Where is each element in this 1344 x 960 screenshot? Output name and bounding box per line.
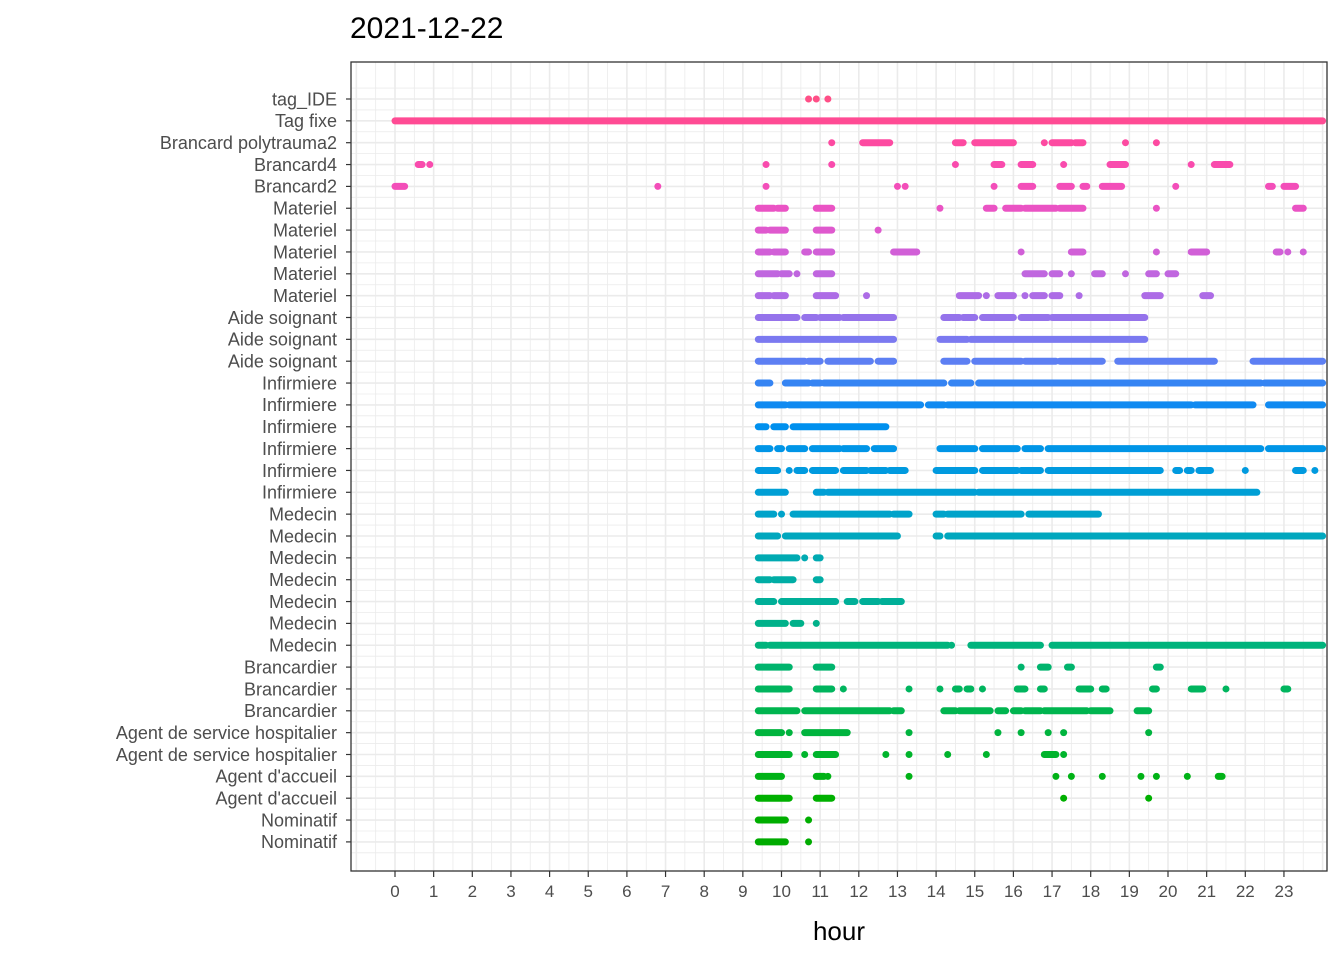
x-tick-label: 3 — [506, 882, 515, 901]
data-layer — [391, 95, 1327, 846]
x-tick-label: 10 — [772, 882, 791, 901]
y-tick-label: Brancardier — [244, 679, 337, 699]
x-axis-title: hour — [813, 916, 865, 946]
y-tick-label: Materiel — [273, 286, 337, 306]
y-tick-label: Brancard4 — [254, 155, 337, 175]
y-tick-label: Aide soignant — [228, 330, 337, 350]
y-tick-label: Medecin — [269, 614, 337, 634]
x-tick-label: 14 — [927, 882, 946, 901]
y-tick-label: Materiel — [273, 199, 337, 219]
x-tick-label: 8 — [699, 882, 708, 901]
y-tick-label: Medecin — [269, 592, 337, 612]
x-tick-label: 15 — [965, 882, 984, 901]
grid — [351, 62, 1327, 871]
y-tick-label: Infirmiere — [262, 373, 337, 393]
y-tick-label: Aide soignant — [228, 308, 337, 328]
y-tick-label: Medecin — [269, 548, 337, 568]
x-tick-label: 5 — [584, 882, 593, 901]
y-tick-label: Brancardier — [244, 701, 337, 721]
x-tick-label: 4 — [545, 882, 554, 901]
y-tick-label: Nominatif — [261, 810, 338, 830]
y-tick-label: Medecin — [269, 526, 337, 546]
y-tick-label: Materiel — [273, 242, 337, 262]
y-tick-label: Materiel — [273, 264, 337, 284]
chart-title: 2021-12-22 — [350, 12, 503, 45]
y-tick-label: Infirmiere — [262, 461, 337, 481]
y-tick-label: Brancard2 — [254, 177, 337, 197]
x-tick-label: 1 — [429, 882, 438, 901]
y-tick-label: Infirmiere — [262, 395, 337, 415]
x-tick-label: 0 — [390, 882, 399, 901]
x-tick-label: 23 — [1274, 882, 1293, 901]
y-tick-label: Nominatif — [261, 832, 338, 852]
y-tick-label: Infirmiere — [262, 483, 337, 503]
y-tick-label: Brancardier — [244, 657, 337, 677]
x-tick-label: 21 — [1197, 882, 1216, 901]
x-tick-label: 11 — [811, 882, 829, 901]
y-tick-label: Medecin — [269, 636, 337, 656]
x-tick-label: 17 — [1043, 882, 1062, 901]
y-tick-label: Medecin — [269, 570, 337, 590]
x-tick-label: 2 — [468, 882, 477, 901]
x-tick-label: 12 — [849, 882, 868, 901]
y-tick-label: Infirmiere — [262, 417, 337, 437]
x-tick-label: 18 — [1081, 882, 1100, 901]
x-tick-label: 6 — [622, 882, 631, 901]
x-tick-label: 9 — [738, 882, 747, 901]
y-tick-label: Brancard polytrauma2 — [160, 133, 337, 153]
y-tick-label: tag_IDE — [272, 89, 337, 110]
x-tick-label: 22 — [1236, 882, 1255, 901]
x-tick-label: 7 — [661, 882, 670, 901]
y-tick-label: Aide soignant — [228, 352, 337, 372]
panel-border — [350, 61, 1328, 872]
x-axis: 0 1 2 3 4 5 6 7 8 9 10 11 12 13 14 15 16 17 18 19 20 21 22 23 — [390, 871, 1293, 901]
y-tick-label: Agent de service hospitalier — [116, 723, 337, 743]
y-tick-label: Agent d'accueil — [215, 789, 337, 809]
y-tick-label: Materiel — [273, 220, 337, 240]
y-tick-label: Tag fixe — [275, 111, 337, 131]
y-tick-label: Medecin — [269, 504, 337, 524]
x-tick-label: 16 — [1004, 882, 1023, 901]
y-tick-label: Agent d'accueil — [215, 767, 337, 787]
y-tick-label: Infirmiere — [262, 439, 337, 459]
y-tick-label: Agent de service hospitalier — [116, 745, 337, 765]
x-tick-label: 13 — [888, 882, 907, 901]
x-tick-label: 19 — [1120, 882, 1139, 901]
x-tick-label: 20 — [1159, 882, 1178, 901]
